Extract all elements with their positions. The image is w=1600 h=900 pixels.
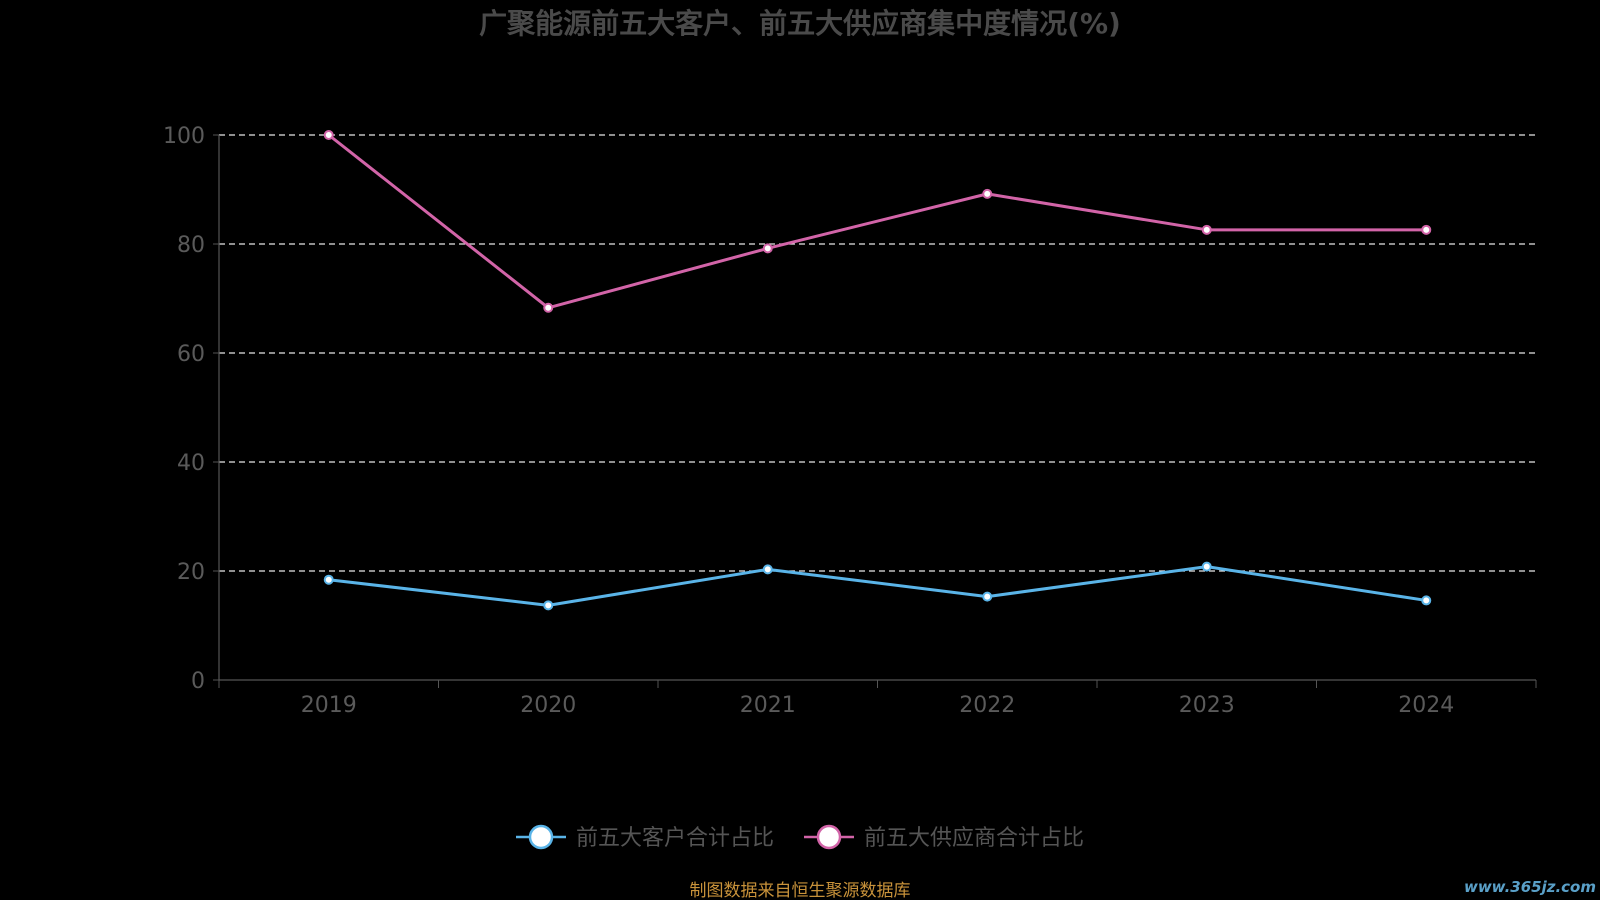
series-line-1 bbox=[327, 133, 1427, 310]
chart-title: 广聚能源前五大客户、前五大供应商集中度情况(%) bbox=[479, 7, 1121, 40]
data-point[interactable] bbox=[982, 188, 993, 199]
legend-swatch-marker bbox=[528, 824, 554, 850]
axes: 0 20 40 60 80 100 2019 2020 2021 2022 2023 2024 bbox=[163, 124, 1537, 718]
y-tick-label: 100 bbox=[163, 124, 205, 149]
data-point[interactable] bbox=[543, 600, 554, 611]
legend: 前五大客户合计占比 前五大供应商合计占比 bbox=[516, 824, 1084, 851]
grid-lines bbox=[219, 134, 1536, 572]
x-tick-label: 2020 bbox=[520, 693, 576, 718]
legend-label[interactable]: 前五大客户合计占比 bbox=[576, 826, 774, 851]
y-tick-label: 60 bbox=[177, 342, 205, 367]
x-tick-label: 2023 bbox=[1179, 693, 1235, 718]
y-tick-label: 20 bbox=[177, 560, 205, 585]
x-tick-label: 2024 bbox=[1398, 693, 1454, 718]
x-tick-label: 2019 bbox=[301, 693, 357, 718]
data-point[interactable] bbox=[762, 243, 773, 254]
x-tick-label: 2021 bbox=[740, 693, 796, 718]
data-point[interactable] bbox=[1201, 224, 1212, 235]
legend-swatch-marker bbox=[816, 824, 842, 850]
legend-label[interactable]: 前五大供应商合计占比 bbox=[864, 826, 1084, 851]
data-source-footer: 制图数据来自恒生聚源数据库 bbox=[690, 881, 911, 900]
data-point[interactable] bbox=[323, 574, 334, 585]
series-group bbox=[323, 130, 1432, 611]
data-point[interactable] bbox=[1421, 595, 1432, 606]
data-point[interactable] bbox=[323, 130, 334, 140]
y-tick-label: 40 bbox=[177, 451, 205, 476]
data-point[interactable] bbox=[543, 302, 554, 313]
series-line-0 bbox=[328, 565, 1427, 607]
y-tick-label: 80 bbox=[177, 233, 205, 258]
data-point[interactable] bbox=[1201, 561, 1212, 572]
watermark: www.365jz.com bbox=[1464, 878, 1596, 896]
data-point[interactable] bbox=[982, 591, 993, 602]
x-tick-label: 2022 bbox=[959, 693, 1015, 718]
data-point[interactable] bbox=[1421, 224, 1432, 235]
data-point[interactable] bbox=[762, 564, 773, 575]
y-tick-label: 0 bbox=[191, 669, 205, 694]
